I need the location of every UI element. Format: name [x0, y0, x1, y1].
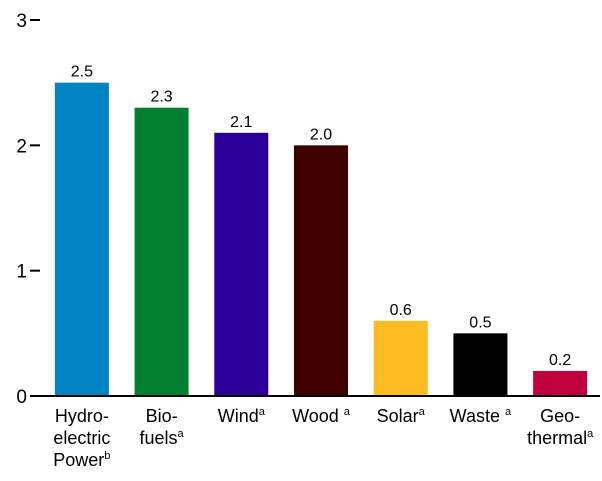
- y-tick-label: 3: [16, 11, 27, 32]
- data-label: 0.6: [390, 302, 412, 319]
- category-label: Wood a: [292, 406, 351, 426]
- category-label-line: Solar: [377, 406, 419, 426]
- category-label-line: Waste: [450, 406, 505, 426]
- data-label: 2.0: [310, 126, 332, 143]
- bar: [373, 320, 428, 396]
- category-label-line: Bio-: [146, 406, 178, 426]
- footnote-marker: a: [505, 406, 512, 418]
- category-label-line: Power: [53, 450, 104, 470]
- bar: [134, 107, 189, 396]
- category-label-line: thermal: [527, 428, 587, 448]
- category-label: Bio-fuelsa: [139, 406, 184, 448]
- footnote-marker: a: [419, 406, 426, 418]
- category-label-line: electric: [53, 428, 110, 448]
- footnote-marker: a: [587, 428, 594, 440]
- bar: [453, 333, 508, 396]
- category-label: Winda: [218, 406, 266, 426]
- category-label-line: Geo-: [540, 406, 580, 426]
- y-tick-label: 2: [16, 136, 27, 157]
- bar: [54, 82, 109, 397]
- data-label: 0.2: [549, 352, 571, 369]
- category-label-line: Wood: [292, 406, 344, 426]
- category-label-line: Wind: [218, 406, 259, 426]
- category-label: Hydro-electric Powerb: [53, 406, 110, 470]
- y-axis: 0 1 2 3: [16, 11, 40, 408]
- category-label-line: Hydro-: [55, 406, 109, 426]
- bar: [533, 370, 588, 396]
- y-tick-label: 0: [16, 387, 27, 408]
- data-label: 2.1: [230, 114, 252, 131]
- category-label-line: fuels: [139, 428, 177, 448]
- data-label: 2.3: [150, 89, 172, 106]
- category-label: Geo-thermala: [527, 406, 594, 448]
- bar: [214, 132, 269, 397]
- y-tick-label: 1: [16, 262, 27, 283]
- footnote-marker: a: [259, 406, 266, 418]
- bars: 2.5 2.3 2.1 2.0 0.6 0.5 0.2: [54, 64, 588, 397]
- footnote-marker: a: [178, 428, 185, 440]
- footnote-marker: b: [104, 450, 110, 462]
- data-label: 2.5: [71, 64, 93, 81]
- bar: [294, 145, 348, 396]
- category-label: Waste a: [450, 406, 512, 426]
- data-label: 0.5: [469, 314, 491, 331]
- category-label: Solara: [377, 406, 426, 426]
- footnote-marker: a: [344, 406, 351, 418]
